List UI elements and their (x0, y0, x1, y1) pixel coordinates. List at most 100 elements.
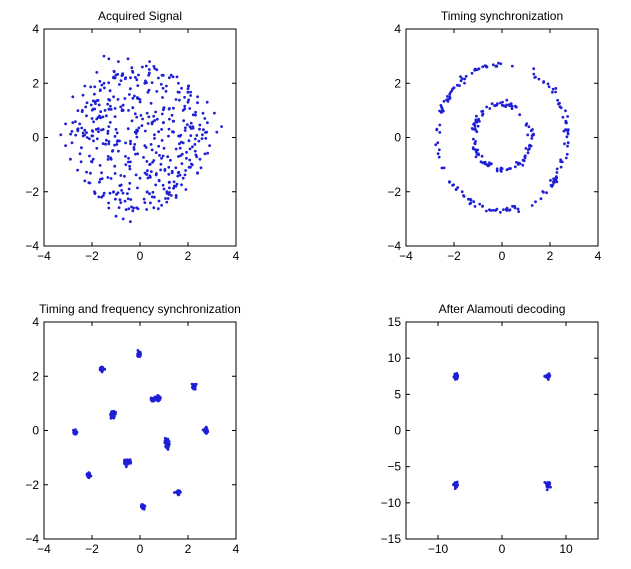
data-point (100, 171, 103, 175)
data-point (526, 133, 530, 137)
data-point (146, 90, 150, 94)
data-point (127, 156, 130, 160)
data-point (145, 190, 149, 194)
data-point (497, 61, 500, 65)
data-point (174, 147, 178, 151)
data-point (166, 197, 170, 200)
data-point (183, 173, 187, 177)
data-point (107, 107, 111, 111)
data-point (101, 142, 105, 146)
data-point (202, 128, 205, 132)
data-point (507, 167, 511, 171)
data-point (129, 87, 132, 91)
data-point (98, 178, 102, 181)
chart-panel-3: Timing and frequency synchronization −4 −2… (25, 302, 241, 556)
data-point (164, 197, 167, 200)
data-point (143, 129, 147, 133)
data-point (204, 137, 208, 140)
data-point (179, 154, 183, 158)
data-point (180, 183, 183, 187)
data-point (123, 174, 126, 178)
data-point (505, 98, 509, 102)
data-point (178, 142, 181, 146)
data-point (475, 114, 478, 118)
data-point (106, 176, 110, 179)
data-point (148, 60, 152, 63)
data-point (501, 100, 504, 104)
data-point (558, 105, 562, 109)
data-point (138, 351, 142, 354)
data-point (172, 180, 176, 184)
y-tick-label: 0 (32, 424, 39, 438)
data-point (565, 135, 569, 139)
data-point (79, 160, 83, 164)
data-point (106, 102, 110, 106)
data-point (117, 60, 120, 63)
data-point (492, 208, 495, 212)
data-point (542, 80, 546, 83)
x-tick-label: −2 (447, 249, 461, 263)
data-point (72, 431, 76, 434)
data-point (152, 206, 156, 210)
y-tick-label: 2 (32, 369, 39, 383)
data-point (143, 201, 147, 205)
data-point (476, 124, 480, 128)
data-point (163, 169, 167, 172)
data-point (434, 143, 438, 147)
data-point (155, 117, 159, 121)
data-point (460, 190, 464, 194)
data-point (134, 152, 137, 156)
data-point (168, 107, 171, 110)
data-point (165, 84, 168, 88)
data-point (542, 190, 545, 194)
data-point (111, 149, 115, 152)
data-point (71, 121, 75, 124)
data-point (76, 168, 79, 172)
data-point (171, 130, 174, 134)
data-point (452, 183, 455, 187)
data-point (453, 487, 457, 490)
data-point (198, 127, 201, 131)
data-point (103, 86, 106, 90)
data-point (169, 73, 173, 77)
data-point (126, 197, 130, 201)
data-point (158, 398, 162, 402)
data-point (565, 152, 569, 156)
data-point (476, 148, 480, 152)
data-point (139, 114, 143, 117)
data-point (117, 206, 121, 210)
chart-title: Acquired Signal (98, 9, 182, 23)
data-point (475, 130, 479, 134)
data-point (132, 148, 136, 151)
data-point (85, 136, 89, 139)
data-point (149, 201, 152, 205)
data-point (160, 112, 164, 116)
data-point (200, 137, 204, 141)
data-point (481, 112, 485, 116)
x-tick-label: 2 (185, 249, 192, 263)
x-tick-label: 0 (137, 249, 144, 263)
data-point (172, 186, 176, 190)
data-point (168, 76, 171, 80)
data-point (198, 123, 202, 127)
x-tick-label: −4 (399, 249, 413, 263)
data-point (149, 143, 153, 146)
data-point (89, 85, 93, 89)
data-point (530, 204, 534, 207)
data-point (448, 180, 451, 184)
data-point (188, 107, 192, 110)
data-point (106, 155, 110, 158)
chart-title: After Alamouti decoding (439, 302, 566, 316)
y-tick-label: 5 (394, 387, 401, 401)
data-point (80, 110, 84, 113)
data-point (169, 194, 173, 197)
data-point (100, 83, 104, 87)
data-point (117, 149, 120, 153)
data-point (183, 129, 187, 132)
data-point (462, 194, 465, 197)
data-point (208, 144, 212, 148)
y-tick-label: 15 (388, 315, 402, 329)
data-point (112, 190, 115, 194)
data-point (142, 156, 145, 159)
data-point (187, 98, 191, 102)
